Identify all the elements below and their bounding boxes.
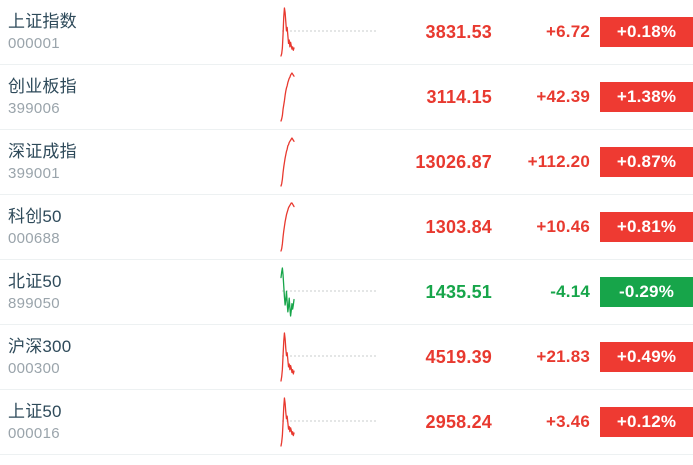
index-name: 上证50: [8, 401, 62, 421]
quote-row[interactable]: 上证50 000016 2958.24 +3.46 +0.12%: [0, 390, 693, 455]
index-price: 13026.87: [415, 151, 492, 172]
index-price: 1303.84: [425, 216, 492, 237]
index-change: +21.83: [536, 347, 590, 366]
sparkline-chart: [280, 331, 378, 382]
sparkline-chart: [280, 396, 378, 447]
index-name: 北证50: [8, 271, 62, 291]
sparkline-path: [280, 201, 295, 252]
index-percent-badge: -0.29%: [600, 277, 693, 307]
index-identity: 创业板指 399006: [0, 76, 270, 119]
index-percent-badge: +0.18%: [600, 17, 693, 47]
index-change: +112.20: [527, 152, 590, 171]
index-identity: 北证50 899050: [0, 271, 270, 314]
index-code: 000300: [8, 359, 60, 377]
sparkline-chart: [280, 136, 295, 187]
quote-row[interactable]: 沪深300 000300 4519.39 +21.83 +0.49%: [0, 325, 693, 390]
index-identity: 上证50 000016: [0, 401, 270, 444]
index-name: 科创50: [8, 206, 62, 226]
index-percent-badge: +0.81%: [600, 212, 693, 242]
sparkline-path: [280, 71, 295, 122]
index-code: 000001: [8, 34, 60, 52]
index-change: +42.39: [536, 87, 590, 106]
index-identity: 上证指数 000001: [0, 11, 270, 54]
index-price: 1435.51: [425, 281, 492, 302]
index-name: 上证指数: [8, 11, 77, 31]
index-change: -4.14: [550, 282, 590, 301]
quote-row[interactable]: 科创50 000688 1303.84 +10.46 +0.81%: [0, 195, 693, 260]
index-code: 899050: [8, 294, 60, 312]
index-name: 深证成指: [8, 141, 77, 161]
sparkline-chart: [280, 201, 295, 252]
sparkline-path: [280, 136, 295, 187]
index-quote-list: 上证指数 000001 3831.53 +6.72 +0.18% 创业板指 399006 31…: [0, 0, 693, 455]
index-code: 399006: [8, 99, 60, 117]
index-change: +10.46: [536, 217, 590, 236]
index-identity: 深证成指 399001: [0, 141, 270, 184]
index-code: 399001: [8, 164, 60, 182]
index-code: 000688: [8, 229, 60, 247]
index-percent-badge: +1.38%: [600, 82, 693, 112]
sparkline-cell: [270, 65, 390, 130]
index-name: 沪深300: [8, 336, 72, 356]
quote-row[interactable]: 创业板指 399006 3114.15 +42.39 +1.38%: [0, 65, 693, 130]
quote-row[interactable]: 深证成指 399001 13026.87 +112.20 +0.87%: [0, 130, 693, 195]
sparkline-chart: [280, 6, 378, 57]
index-identity: 科创50 000688: [0, 206, 270, 249]
sparkline-cell: [270, 260, 390, 325]
index-change: +3.46: [545, 412, 590, 431]
sparkline-cell: [270, 195, 390, 260]
index-code: 000016: [8, 424, 60, 442]
sparkline-path: [280, 6, 295, 57]
sparkline-cell: [270, 325, 390, 390]
sparkline-path: [280, 331, 295, 382]
sparkline-path: [280, 396, 295, 447]
index-change: +6.72: [545, 22, 590, 41]
index-percent-badge: +0.87%: [600, 147, 693, 177]
sparkline-chart: [280, 266, 378, 317]
quote-row[interactable]: 北证50 899050 1435.51 -4.14 -0.29%: [0, 260, 693, 325]
index-price: 4519.39: [425, 346, 492, 367]
index-identity: 沪深300 000300: [0, 336, 270, 379]
index-percent-badge: +0.49%: [600, 342, 693, 372]
sparkline-cell: [270, 390, 390, 455]
index-price: 2958.24: [425, 411, 492, 432]
sparkline-path: [280, 266, 295, 317]
sparkline-chart: [280, 71, 295, 122]
index-price: 3831.53: [425, 21, 492, 42]
sparkline-cell: [270, 0, 390, 65]
index-name: 创业板指: [8, 76, 77, 96]
quote-row[interactable]: 上证指数 000001 3831.53 +6.72 +0.18%: [0, 0, 693, 65]
index-percent-badge: +0.12%: [600, 407, 693, 437]
index-price: 3114.15: [426, 86, 492, 107]
sparkline-cell: [270, 130, 390, 195]
